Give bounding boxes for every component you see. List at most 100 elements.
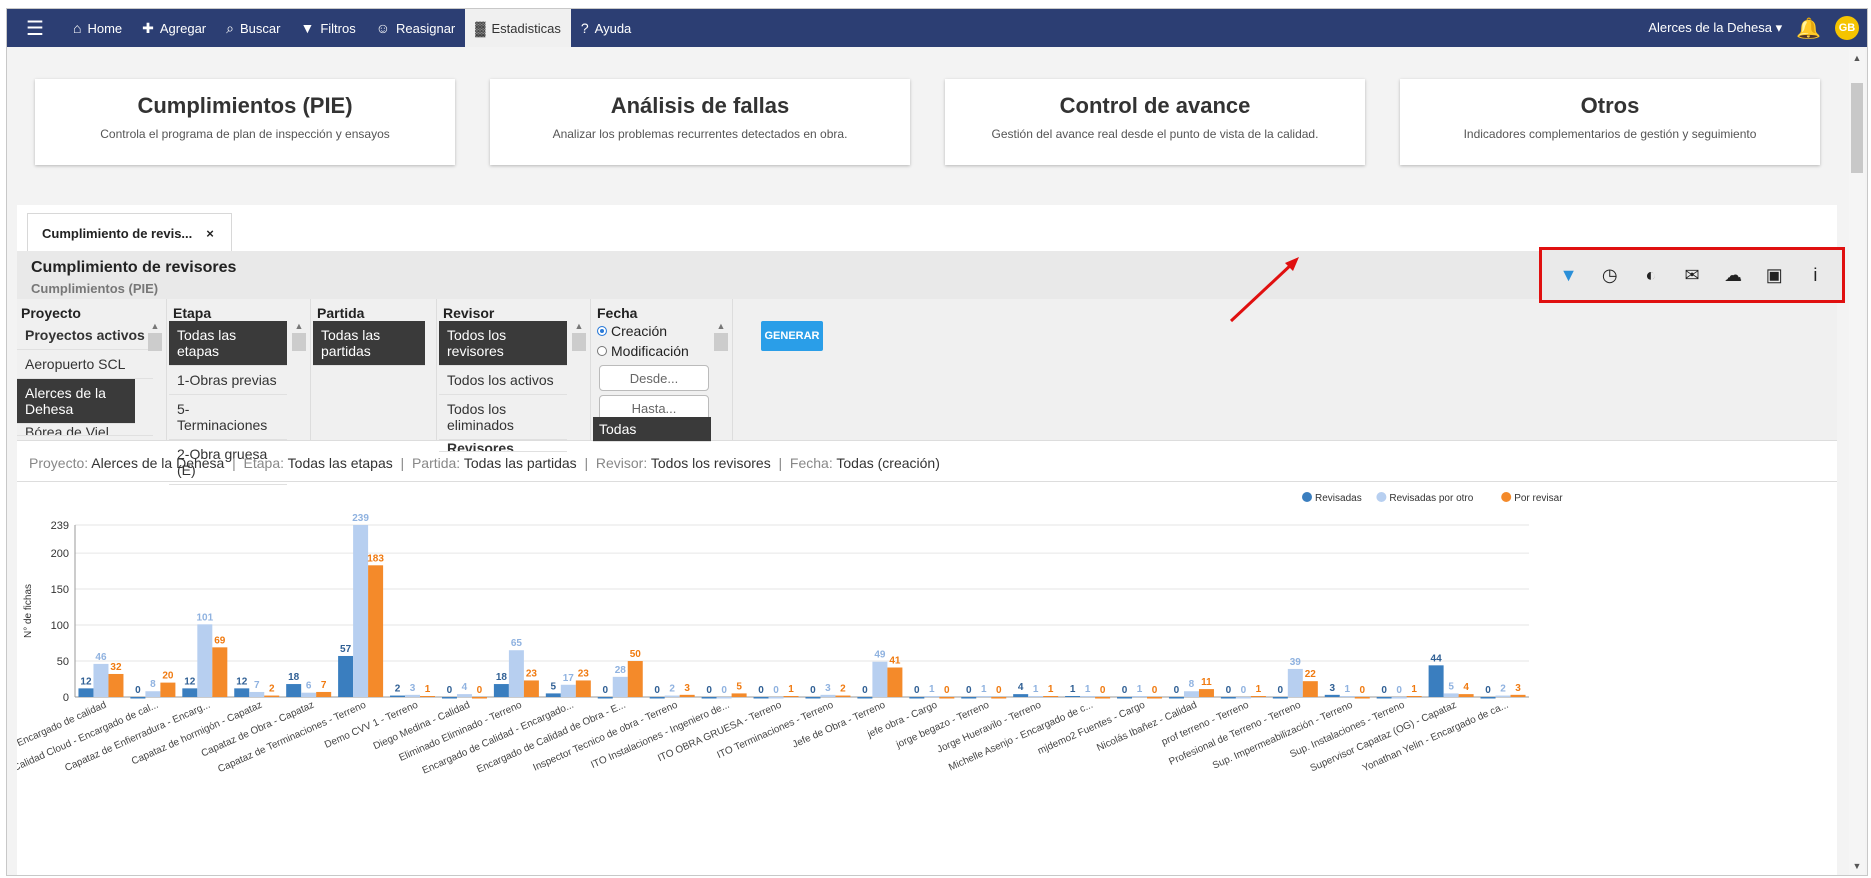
bar-1 [820, 694, 836, 697]
radio-modificacion[interactable]: Modificación [593, 341, 732, 361]
summary-sep: | [400, 455, 405, 471]
card-control[interactable]: Control de avance Gestión del avance rea… [945, 79, 1365, 165]
summary-value: Todos los revisores [650, 455, 771, 471]
bar-1 [924, 696, 940, 697]
nav-label: Estadisticas [491, 20, 561, 36]
nav-label: Ayuda [594, 20, 632, 36]
summary-value: Todas las partidas [463, 455, 577, 471]
nav-label: Home [87, 20, 123, 36]
nav-buscar[interactable]: ⌕ Buscar [216, 9, 290, 47]
nav-home[interactable]: ⌂ Home [63, 9, 132, 47]
bell-icon[interactable]: 🔔 [1796, 17, 1821, 40]
bar-0 [857, 697, 873, 699]
nav-agregar[interactable]: ✚ Agregar [132, 9, 216, 47]
avatar[interactable]: GB [1835, 16, 1859, 40]
list-item[interactable]: Aeropuerto SCL [17, 350, 153, 379]
data-label: 12 [80, 676, 92, 687]
data-label: 4 [1018, 682, 1024, 693]
radio-creacion[interactable]: Creación [593, 321, 732, 341]
date-from-input[interactable]: Desde... [599, 365, 709, 391]
bar-0 [753, 697, 769, 699]
list-item[interactable]: Proyectos activos [17, 321, 153, 350]
mail-icon[interactable]: ✉ [1684, 264, 1700, 285]
card-analisis[interactable]: Análisis de fallas Analizar los problema… [490, 79, 910, 165]
bar-2 [1406, 696, 1422, 697]
generate-button[interactable]: GENERAR [761, 321, 823, 351]
home-icon: ⌂ [73, 20, 82, 36]
data-label: 3 [1329, 683, 1335, 694]
cloud-download-icon[interactable]: ☁ [1724, 264, 1743, 285]
nav-label: Reasignar [396, 20, 456, 36]
list-item[interactable]: Revisores activos [439, 440, 567, 452]
page-scrollbar[interactable]: ▲ ▼ [1849, 49, 1865, 875]
filter-etapa: Etapa Todas las etapas 1-Obras previas 5… [169, 299, 311, 485]
data-label: 12 [184, 676, 196, 687]
data-label: 183 [367, 553, 384, 564]
list-item[interactable]: Todas las etapas [169, 321, 287, 366]
data-label: 0 [1485, 685, 1491, 696]
data-label: 23 [526, 668, 538, 679]
report-panel: Cumplimiento de revis... × Cumplimiento d… [17, 205, 1845, 875]
bar-1 [976, 696, 992, 697]
list-item[interactable]: Todas las partidas [313, 321, 425, 366]
list-item[interactable]: Alerces de la Dehesa [17, 379, 135, 424]
nav-estadisticas[interactable]: ▓ Estadisticas [465, 9, 571, 47]
card-title: Cumplimientos (PIE) [137, 93, 353, 118]
y-tick-label: 239 [51, 520, 69, 532]
clock-icon[interactable]: ◷ [1601, 264, 1618, 285]
data-label: 3 [410, 683, 416, 694]
list-item[interactable]: Todos los eliminados [439, 395, 567, 440]
data-label: 1 [1256, 684, 1262, 695]
data-label: 7 [321, 680, 327, 691]
bar-2 [835, 695, 851, 697]
summary-value: Alerces de la Dehesa [91, 455, 225, 471]
data-label: 18 [288, 672, 300, 683]
filter-header: Etapa [173, 305, 212, 321]
list-item[interactable]: Todas [593, 417, 711, 442]
data-label: 12 [236, 676, 248, 687]
info-icon[interactable]: i [1813, 264, 1818, 285]
list-item[interactable]: 2-Obra gruesa (E) [169, 440, 287, 485]
scrollbar[interactable]: ▲ [571, 321, 587, 437]
filter-icon[interactable]: ▼ [1559, 264, 1578, 285]
bar-2 [1250, 696, 1266, 697]
project-selector[interactable]: Alerces de la Dehesa ▾ [1648, 20, 1782, 36]
data-label: 2 [669, 684, 675, 695]
data-label: 0 [758, 685, 764, 696]
legend-marker [1501, 492, 1512, 502]
project-name: Alerces de la Dehesa [1648, 20, 1772, 35]
data-label: 0 [1174, 685, 1180, 696]
scrollbar[interactable]: ▲ [291, 321, 307, 437]
list-item[interactable]: Todos los revisores [439, 321, 567, 366]
menu-icon[interactable]: ☰ [26, 17, 44, 40]
card-cumplimientos[interactable]: Cumplimientos (PIE) Controla el programa… [35, 79, 455, 165]
radio-icon [597, 346, 607, 356]
card-title: Otros [1580, 93, 1640, 118]
data-label: 0 [135, 685, 141, 696]
nav-reasignar[interactable]: ☺ Reasignar [366, 9, 466, 47]
data-label: 3 [825, 683, 831, 694]
data-label: 1 [1344, 684, 1350, 695]
data-label: 39 [1290, 657, 1302, 668]
scrollbar[interactable]: ▲ [713, 321, 729, 437]
bar-1 [456, 694, 472, 697]
nav-label: Filtros [320, 20, 356, 36]
close-icon[interactable]: × [206, 226, 214, 241]
data-label: 20 [162, 671, 174, 682]
list-item[interactable]: Todos los activos [439, 366, 567, 395]
bar-0 [961, 697, 977, 699]
bar-2 [1302, 681, 1318, 697]
image-icon[interactable]: ▣ [1765, 264, 1783, 285]
card-otros[interactable]: Otros Indicadores complementarios de ges… [1400, 79, 1820, 165]
tab-cumplimiento[interactable]: Cumplimiento de revis... × [27, 213, 232, 251]
nav-ayuda[interactable]: ? Ayuda [571, 9, 641, 47]
dashboard-icon[interactable]: ◐ [1645, 264, 1657, 285]
nav-filtros[interactable]: ▼ Filtros [290, 9, 365, 47]
list-item[interactable]: 1-Obras previas [169, 366, 287, 395]
scrollbar[interactable]: ▲ [147, 321, 163, 437]
bar-0 [701, 697, 717, 699]
bar-1 [508, 650, 524, 697]
list-item[interactable]: Bórea de Viel... [17, 424, 153, 436]
filter-proyecto: Proyecto Proyectos activos Aeropuerto SC… [17, 299, 167, 441]
list-item[interactable]: 5-Terminaciones [169, 395, 287, 440]
